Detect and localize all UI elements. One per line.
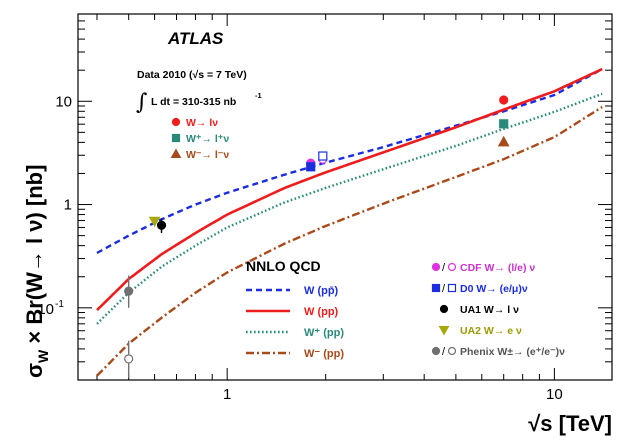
y-tick-label: 10	[55, 93, 72, 110]
data-marker	[148, 216, 161, 228]
data-marker	[124, 286, 134, 296]
atlas-legend: W→ lν W⁺→ l⁺ν W⁻→ l⁻ν	[170, 117, 229, 161]
theory-legend-label: W⁻ (pp)	[304, 348, 344, 360]
data-marker	[431, 262, 441, 272]
data-marker	[171, 133, 181, 143]
x-tick-label: 1	[223, 386, 231, 403]
atlas-legend-label: W⁺→ l⁺ν	[186, 133, 229, 145]
y-axis-title: σW × Br(W→ l ν) [nb]	[22, 165, 51, 378]
data-label: Data 2010 (√s = 7 TeV)	[137, 69, 247, 81]
experiment-legend-label: CDF W→ (l/e) ν	[460, 262, 535, 274]
data-marker	[497, 135, 510, 147]
axis-ticks	[78, 13, 612, 381]
data-marker	[438, 326, 450, 336]
x-tick-label: 10	[546, 386, 563, 403]
series-line	[96, 92, 603, 325]
data-marker	[124, 354, 134, 364]
theory-legend-title: NNLO QCD	[246, 258, 321, 274]
theory-legend-entries: W (pp̄) W (pp) W⁺ (pp) W⁻ (pp)	[246, 285, 344, 360]
series-line	[96, 68, 603, 254]
data-marker	[447, 346, 457, 356]
lumi-label: L dt = 310-315 nb	[151, 96, 236, 108]
series-line	[96, 67, 603, 312]
lumi-integral: ∫	[136, 90, 148, 115]
y-tick-label: 1	[64, 197, 72, 214]
lumi-unit-exponent: -1	[255, 91, 262, 100]
experiment-label: ATLAS	[167, 29, 224, 48]
experiments-legend: / CDF W→ (l/e) ν / D0 W→ (e/μ)ν UA1 W→ l ν UA…	[431, 262, 565, 358]
data-marker	[318, 151, 328, 161]
data-marker	[306, 162, 316, 172]
data-marker	[431, 346, 441, 356]
theory-legend-label: W (pp̄)	[304, 285, 339, 297]
theory-legend-label: W (pp)	[304, 306, 339, 318]
atlas-legend-label: W→ lν	[186, 117, 218, 129]
experiment-legend-label: Phenix W±→ (e⁺/e⁻)ν	[460, 346, 565, 358]
experiment-legend-label: D0 W→ (e/μ)ν	[460, 283, 528, 295]
data-marker	[447, 283, 457, 293]
data-marker	[170, 148, 182, 158]
measurement-points	[124, 95, 510, 378]
plot-frame	[77, 13, 613, 381]
data-marker	[439, 304, 449, 314]
theory-legend-label: W⁺ (pp)	[304, 327, 344, 339]
data-marker	[171, 117, 181, 127]
y-tick-label: 10	[37, 301, 54, 318]
legend-slash: /	[442, 262, 446, 274]
atlas-label-block: ATLAS Data 2010 (√s = 7 TeV) ∫ L dt = 31…	[136, 29, 262, 115]
x-axis-title: √s [TeV]	[528, 411, 612, 436]
atlas-legend-label: W⁻→ l⁻ν	[186, 149, 229, 161]
data-marker	[499, 119, 509, 129]
data-marker	[447, 262, 457, 272]
y-tick-label-exponent: -1	[55, 299, 64, 310]
experiment-legend-label: UA2 W→ e ν	[460, 325, 522, 337]
legend-slash: /	[442, 283, 446, 295]
data-marker	[431, 283, 441, 293]
data-marker	[156, 220, 167, 230]
legend-slash: /	[442, 346, 446, 358]
plot-area	[77, 13, 613, 381]
theory-legend: NNLO QCD W (pp̄) W (pp) W⁺ (pp) W⁻ (pp)	[246, 258, 344, 360]
data-marker	[499, 95, 509, 105]
series-line	[96, 105, 603, 377]
experiment-legend-label: UA1 W→ l ν	[460, 304, 519, 316]
theory-curves	[96, 67, 603, 377]
